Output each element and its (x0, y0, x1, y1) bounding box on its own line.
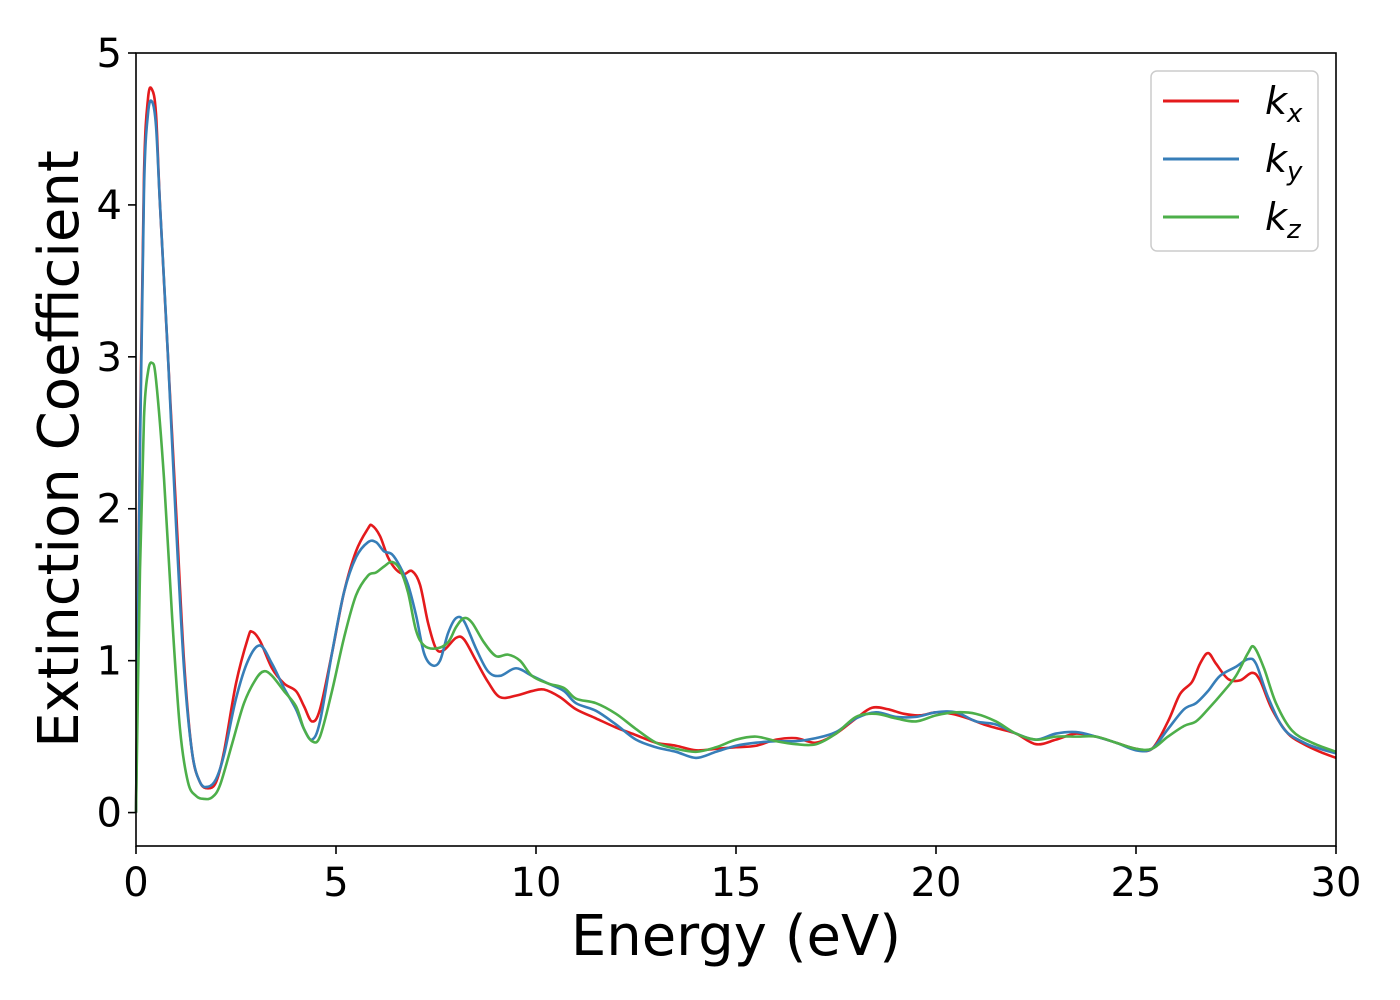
series-line-kz (134, 361, 1337, 813)
series-layer (134, 86, 1337, 813)
x-tick-label: 30 (1311, 860, 1362, 906)
x-axis-label: Energy (eV) (571, 904, 901, 969)
y-tick-label: 1 (97, 639, 122, 685)
y-tick-label: 4 (97, 183, 122, 229)
legend-label-kz: kz (1265, 195, 1302, 245)
x-tick-label: 5 (323, 860, 348, 906)
x-tick-label: 10 (511, 860, 562, 906)
x-axis-ticks: 0 5 10 15 20 25 30 (123, 846, 1361, 906)
y-tick-label: 2 (97, 487, 122, 533)
y-tick-label: 5 (97, 31, 122, 77)
legend: kx ky kz (1150, 70, 1319, 252)
x-tick-label: 25 (1111, 860, 1162, 906)
y-axis-label: Extinction Coefficient (27, 150, 92, 748)
legend-label-kx: kx (1265, 79, 1303, 129)
legend-label-ky: ky (1265, 137, 1303, 187)
x-tick-label: 0 (123, 860, 148, 906)
x-tick-label: 15 (711, 860, 762, 906)
y-axis-ticks: 0 1 2 3 4 5 (97, 31, 136, 837)
y-tick-label: 3 (97, 335, 122, 381)
x-tick-label: 20 (911, 860, 962, 906)
legend-box (1150, 70, 1319, 252)
y-tick-label: 0 (97, 791, 122, 837)
